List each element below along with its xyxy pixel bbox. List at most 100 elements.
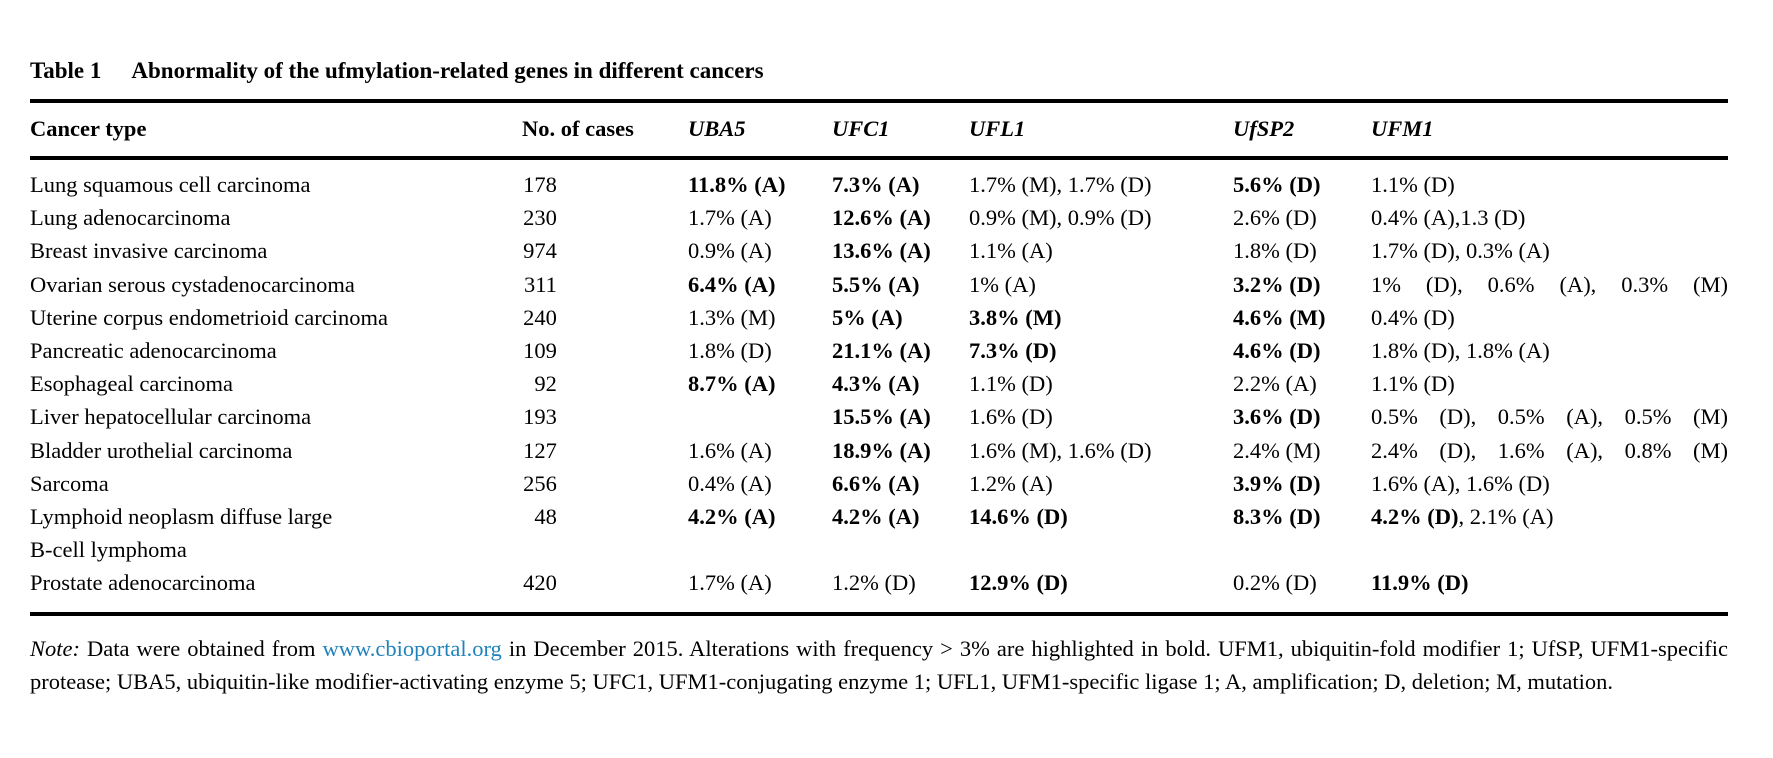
case-count: 230 bbox=[523, 205, 557, 231]
case-count: 92 bbox=[534, 371, 557, 397]
cell-no-of-cases: 974 bbox=[522, 234, 688, 267]
alteration-value: 1.6% (M), 1.6% (D) bbox=[969, 437, 1152, 463]
table-row: Lung adenocarcinoma 230 1.7% (A) 12.6% (A) 0… bbox=[30, 201, 1728, 234]
cell-cancer-type: Breast invasive carcinoma bbox=[30, 238, 268, 264]
alteration-value-bold: 7.3% (D) bbox=[969, 338, 1057, 364]
alteration-value-bold: 14.6% (D) bbox=[969, 504, 1068, 530]
column-header-ufc1: UFC1 bbox=[832, 101, 969, 160]
cell-ufc1: 4.3% (A) bbox=[832, 367, 969, 400]
cbioportal-link[interactable]: www.cbioportal.org bbox=[322, 635, 502, 661]
cell-ufsp2: 8.3% (D) bbox=[1233, 500, 1371, 566]
case-count: 178 bbox=[523, 172, 557, 197]
cell-ufsp2: 2.4% (M) bbox=[1233, 434, 1371, 467]
cell-ufm1: 0.4% (A),1.3 (D) bbox=[1371, 201, 1728, 234]
cell-ufm1: 2.4% (D), 1.6% (A), 0.8% (M) bbox=[1371, 434, 1728, 467]
header-row: Cancer type No. of cases UBA5 UFC1 UFL1 … bbox=[30, 101, 1728, 160]
alteration-value-bold: 6.4% (A) bbox=[688, 271, 776, 297]
alteration-value: 1.2% (D) bbox=[832, 570, 916, 596]
cell-ufl1: 14.6% (D) bbox=[969, 500, 1233, 566]
cell-uba5: 11.8% (A) bbox=[688, 158, 832, 201]
alteration-value-bold: 8.7% (A) bbox=[688, 371, 776, 397]
cell-uba5: 4.2% (A) bbox=[688, 500, 832, 566]
cell-no-of-cases: 193 bbox=[522, 400, 688, 433]
case-count: 240 bbox=[523, 304, 557, 330]
table-row: Lung squamous cell carcinoma 178 11.8% (A)… bbox=[30, 158, 1728, 201]
cell-ufm1: 1% (D), 0.6% (A), 0.3% (M) bbox=[1371, 268, 1728, 301]
cell-ufc1: 15.5% (A) bbox=[832, 400, 969, 433]
table-row: Ovarian serous cystadenocarcinoma 311 6.4%… bbox=[30, 268, 1728, 301]
cell-ufc1: 5% (A) bbox=[832, 301, 969, 334]
cell-ufm1: 1.1% (D) bbox=[1371, 367, 1728, 400]
table-1-block: Table 1 Abnormality of the ufmylation-rel… bbox=[30, 56, 1728, 698]
case-count: 311 bbox=[523, 271, 557, 297]
alteration-value: 0.9% (M), 0.9% (D) bbox=[969, 205, 1152, 231]
cell-ufsp2: 3.2% (D) bbox=[1233, 268, 1371, 301]
column-header-ufsp2: UfSP2 bbox=[1233, 101, 1371, 160]
abnormality-table: Cancer type No. of cases UBA5 UFC1 UFL1 … bbox=[30, 99, 1728, 616]
cell-no-of-cases: 48 bbox=[522, 500, 688, 566]
cell-no-of-cases: 109 bbox=[522, 334, 688, 367]
alteration-value-bold: 4.6% (D) bbox=[1233, 338, 1321, 364]
alteration-value: 2.4% (D), 1.6% (A), 0.8% (M) bbox=[1371, 437, 1728, 463]
cell-no-of-cases: 256 bbox=[522, 467, 688, 500]
cell-cancer-type: Prostate adenocarcinoma bbox=[30, 570, 256, 596]
alteration-value-bold: 11.9% (D) bbox=[1371, 570, 1469, 596]
alteration-value: 0.4% (A),1.3 (D) bbox=[1371, 205, 1526, 231]
cell-ufm1: 1.1% (D) bbox=[1371, 158, 1728, 201]
cell-ufc1: 5.5% (A) bbox=[832, 268, 969, 301]
alteration-value: 1.8% (D) bbox=[1233, 238, 1317, 264]
note-text-before-link: Data were obtained from bbox=[80, 635, 323, 661]
table-row: Lymphoid neoplasm diffuse large B-cell ly… bbox=[30, 500, 1728, 566]
cell-cancer-type: Esophageal carcinoma bbox=[30, 371, 234, 397]
alteration-value-bold: 3.6% (D) bbox=[1233, 404, 1321, 430]
case-count: 420 bbox=[523, 570, 557, 596]
cell-ufm1: 4.2% (D), 2.1% (A) bbox=[1371, 500, 1728, 566]
alteration-value: 0.9% (A) bbox=[688, 238, 772, 264]
cell-ufl1: 1.1% (D) bbox=[969, 367, 1233, 400]
table-row: Uterine corpus endometrioid carcinoma 240… bbox=[30, 301, 1728, 334]
case-count: 974 bbox=[523, 238, 557, 264]
cell-cancer-type: Lymphoid neoplasm diffuse large B-cell ly… bbox=[30, 504, 333, 563]
table-row: Bladder urothelial carcinoma 127 1.6% (A) 1… bbox=[30, 434, 1728, 467]
alteration-value-bold: 18.9% (A) bbox=[832, 437, 931, 463]
table-title: Table 1 Abnormality of the ufmylation-rel… bbox=[30, 56, 1728, 86]
cell-uba5: 1.6% (A) bbox=[688, 434, 832, 467]
alteration-value: 1.2% (A) bbox=[969, 470, 1053, 496]
cell-no-of-cases: 311 bbox=[522, 268, 688, 301]
case-count: 127 bbox=[523, 437, 557, 463]
cell-ufl1: 1.7% (M), 1.7% (D) bbox=[969, 158, 1233, 201]
cell-ufc1: 1.2% (D) bbox=[832, 566, 969, 613]
cell-ufsp2: 2.6% (D) bbox=[1233, 201, 1371, 234]
cell-ufl1: 1.2% (A) bbox=[969, 467, 1233, 500]
cell-ufl1: 3.8% (M) bbox=[969, 301, 1233, 334]
cell-ufm1: 11.9% (D) bbox=[1371, 566, 1728, 613]
alteration-value: 1% (D), 0.6% (A), 0.3% (M) bbox=[1371, 271, 1728, 297]
table-row: Liver hepatocellular carcinoma 193 15.5% (… bbox=[30, 400, 1728, 433]
alteration-value: 1.3% (M) bbox=[688, 304, 776, 330]
note-label: Note: bbox=[30, 635, 80, 661]
column-header-no-of-cases: No. of cases bbox=[522, 101, 688, 160]
cell-ufsp2: 1.8% (D) bbox=[1233, 234, 1371, 267]
table-row: Pancreatic adenocarcinoma 109 1.8% (D) 21.1… bbox=[30, 334, 1728, 367]
cell-cancer-type: Ovarian serous cystadenocarcinoma bbox=[30, 271, 355, 297]
cell-ufc1: 13.6% (A) bbox=[832, 234, 969, 267]
table-number-label: Table 1 bbox=[30, 58, 102, 83]
table-caption: Abnormality of the ufmylation-related ge… bbox=[131, 58, 764, 83]
alteration-value: , 2.1% (A) bbox=[1458, 504, 1554, 530]
cell-ufm1: 1.6% (A), 1.6% (D) bbox=[1371, 467, 1728, 500]
alteration-value: 2.2% (A) bbox=[1233, 371, 1317, 397]
cell-uba5: 8.7% (A) bbox=[688, 367, 832, 400]
alteration-value: 1.8% (D), 1.8% (A) bbox=[1371, 338, 1550, 364]
column-header-cancer-type: Cancer type bbox=[30, 101, 522, 160]
cell-ufm1: 0.5% (D), 0.5% (A), 0.5% (M) bbox=[1371, 400, 1728, 433]
alteration-value: 0.4% (D) bbox=[1371, 304, 1455, 330]
cell-ufsp2: 3.9% (D) bbox=[1233, 467, 1371, 500]
cell-ufc1: 4.2% (A) bbox=[832, 500, 969, 566]
cell-ufc1: 18.9% (A) bbox=[832, 434, 969, 467]
cell-ufl1: 1% (A) bbox=[969, 268, 1233, 301]
cell-cancer-type: Bladder urothelial carcinoma bbox=[30, 437, 293, 463]
cell-ufsp2: 4.6% (M) bbox=[1233, 301, 1371, 334]
cell-cancer-type: Liver hepatocellular carcinoma bbox=[30, 404, 312, 430]
column-header-ufl1: UFL1 bbox=[969, 101, 1233, 160]
cell-ufm1: 0.4% (D) bbox=[1371, 301, 1728, 334]
